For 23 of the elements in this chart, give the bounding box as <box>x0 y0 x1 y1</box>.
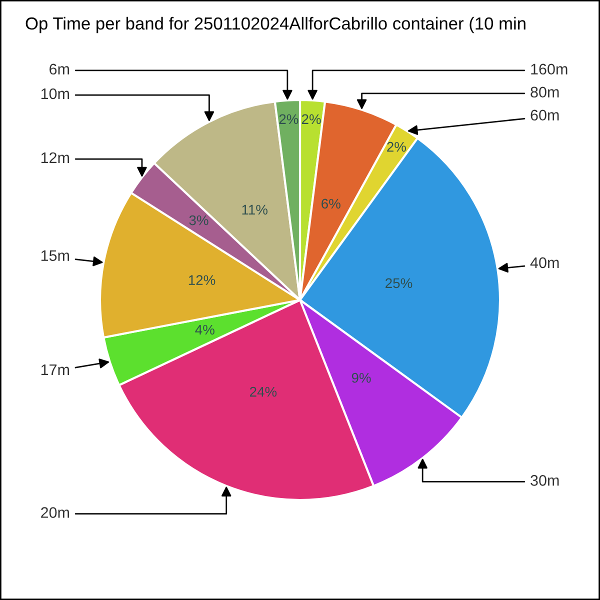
slice-label: 80m <box>530 86 559 98</box>
chart-title: Op Time per band for 2501102024AllforCabrillo container (10 min <box>26 16 526 34</box>
slice-label: 12m <box>41 152 69 163</box>
slice-label: 30m <box>530 475 559 486</box>
slice-label: 160m <box>531 64 568 75</box>
slice-label: 15m <box>41 250 69 262</box>
slice-label: 40m <box>530 257 559 268</box>
data-label: 12% <box>188 275 216 285</box>
data-label: 2% <box>302 114 321 124</box>
slice-label: 60m <box>530 110 559 121</box>
slice-label: 17m <box>41 364 69 376</box>
data-label: 2% <box>279 114 298 124</box>
data-label: 24% <box>250 386 277 397</box>
data-label: 2% <box>387 142 406 152</box>
slice-label: 20m <box>41 507 69 518</box>
slice-label: 6m <box>50 64 69 75</box>
data-label: 9% <box>352 372 371 383</box>
data-label: 25% <box>386 278 412 288</box>
data-label: 11% <box>242 204 268 215</box>
data-label: 3% <box>189 215 208 226</box>
data-label: 6% <box>322 198 340 209</box>
data-label: 4% <box>195 324 214 335</box>
slice-label: 10m <box>41 88 69 100</box>
